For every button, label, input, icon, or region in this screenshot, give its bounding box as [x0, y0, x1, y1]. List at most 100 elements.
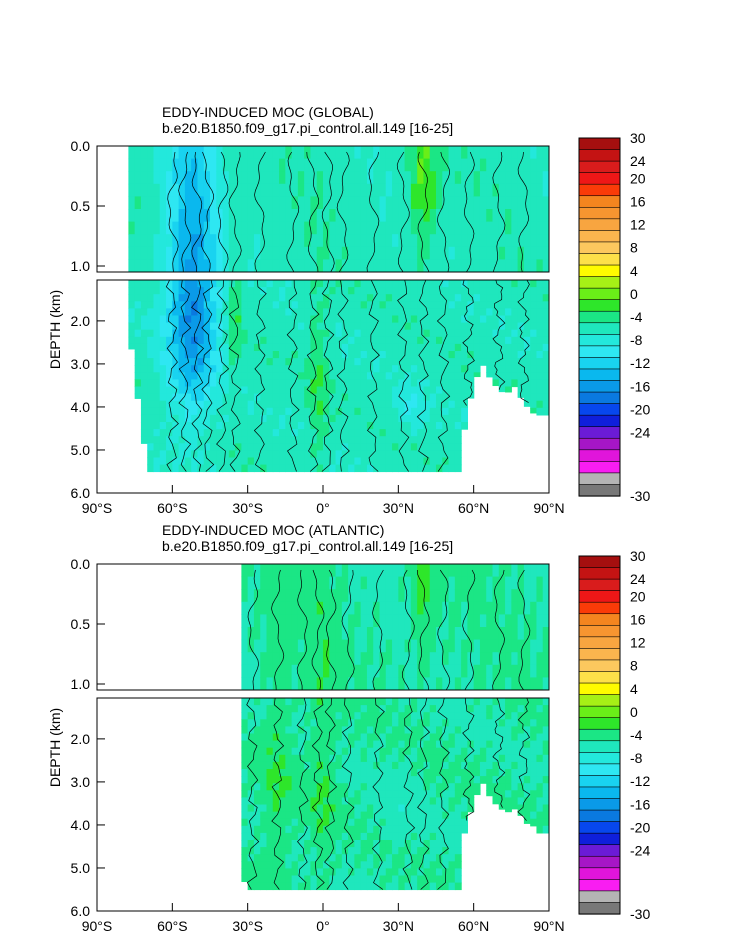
atlantic-field-cell: [297, 790, 305, 798]
global-contour-line: [492, 280, 506, 390]
atlantic-field-cell: [473, 614, 481, 628]
global-field-cell: [297, 379, 305, 388]
atlantic-field-cell: [473, 719, 481, 727]
global-field-cell: [461, 343, 468, 352]
global-field-cell: [172, 322, 180, 331]
global-field-cell: [216, 280, 224, 288]
atlantic-field-cell: [379, 754, 387, 763]
atlantic-field-cell: [542, 712, 549, 720]
global-field-cell: [304, 294, 312, 302]
global-field-cell: [542, 209, 549, 223]
atlantic-field-cell: [417, 733, 425, 742]
global-field-cell: [404, 171, 412, 185]
atlantic-field-cell: [354, 875, 362, 884]
atlantic-field-cell: [316, 747, 324, 756]
global-field-cell: [260, 329, 268, 338]
atlantic-field-cell: [498, 776, 506, 784]
global-field-cell: [166, 386, 173, 395]
global-field-cell: [279, 365, 286, 373]
global-field-cell: [166, 443, 173, 451]
atlantic-field-cell: [417, 698, 425, 706]
global-field-cell: [335, 183, 343, 197]
atlantic-field-cell: [285, 761, 293, 770]
global-field-cell: [159, 443, 167, 451]
global-field-cell: [210, 158, 217, 172]
atlantic-field-cell: [304, 726, 312, 735]
global-field-cell: [523, 158, 531, 172]
atlantic-field-cell: [241, 712, 249, 720]
global-field-cell: [323, 422, 330, 430]
atlantic-field-cell: [498, 614, 506, 628]
global-field-cell: [166, 280, 173, 288]
atlantic-field-cell: [335, 712, 343, 720]
global-field-cell: [153, 336, 161, 345]
atlantic-field-cell: [442, 601, 450, 615]
atlantic-field-cell: [542, 754, 549, 763]
global-field-cell: [235, 294, 242, 302]
global-field-cell: [197, 329, 205, 338]
global-field-cell: [417, 429, 425, 437]
global-field-cell: [235, 234, 242, 248]
global-field-cell: [241, 407, 249, 416]
global-field-cell: [272, 450, 280, 459]
atlantic-field-cell: [260, 825, 268, 834]
atlantic-field-cell: [467, 733, 475, 742]
global-field-cell: [310, 386, 318, 395]
atlantic-field-cell: [505, 797, 512, 806]
global-field-cell: [316, 221, 324, 235]
atlantic-field-cell: [253, 818, 261, 827]
atlantic-field-cell: [329, 790, 337, 798]
global-field-cell: [448, 183, 456, 197]
atlantic-field-cell: [410, 832, 418, 841]
global-field-cell: [134, 259, 142, 272]
global-field-cell: [285, 322, 293, 331]
global-field-cell: [542, 146, 549, 160]
atlantic-colorbar-box: [578, 752, 621, 765]
atlantic-field-cell: [467, 747, 475, 756]
atlantic-field-cell: [329, 783, 337, 791]
global-field-cell: [442, 464, 450, 473]
atlantic-field-cell: [373, 589, 381, 603]
global-field-cell: [461, 386, 468, 395]
global-field-cell: [235, 280, 242, 288]
atlantic-field-cell: [260, 719, 268, 727]
global-field-cell: [536, 393, 544, 402]
global-field-cell: [341, 246, 349, 260]
global-field-cell: [153, 351, 161, 359]
global-field-cell: [279, 329, 286, 338]
atlantic-field-cell: [392, 868, 399, 877]
global-field-cell: [454, 146, 462, 160]
atlantic-field-cell: [279, 776, 286, 784]
global-contour-line: [366, 151, 380, 272]
global-field-cell: [429, 336, 437, 345]
global-field-cell: [479, 308, 487, 317]
global-field-cell: [272, 315, 280, 324]
global-field-cell: [392, 400, 399, 409]
global-contour-lines: [165, 280, 530, 472]
global-field-cell: [203, 379, 211, 388]
global-field-cell: [279, 315, 286, 324]
global-field-cell: [247, 329, 255, 338]
global-field-cell: [366, 329, 374, 338]
atlantic-field-cell: [467, 797, 475, 806]
atlantic-field-cell: [304, 601, 312, 615]
global-field-cell: [467, 234, 475, 248]
atlantic-contour-line: [401, 569, 415, 690]
atlantic-field-cell: [448, 854, 456, 862]
global-field-cell: [184, 280, 192, 288]
global-field-cell: [354, 221, 362, 235]
global-colorbar-box: [578, 357, 621, 370]
global-field-cell: [486, 287, 494, 295]
global-field-cell: [379, 315, 387, 324]
global-field-cell: [153, 280, 161, 288]
global-field-cell: [235, 209, 242, 223]
atlantic-colorbar-box: [578, 648, 621, 661]
atlantic-field-cell: [498, 797, 506, 806]
atlantic-field-cell: [398, 576, 406, 590]
global-field-cell: [479, 259, 487, 272]
atlantic-field-cell: [329, 601, 337, 615]
atlantic-field-cell: [492, 589, 500, 603]
global-field-cell: [147, 259, 155, 272]
global-field-cell: [279, 422, 286, 430]
global-field-cell: [536, 259, 544, 272]
